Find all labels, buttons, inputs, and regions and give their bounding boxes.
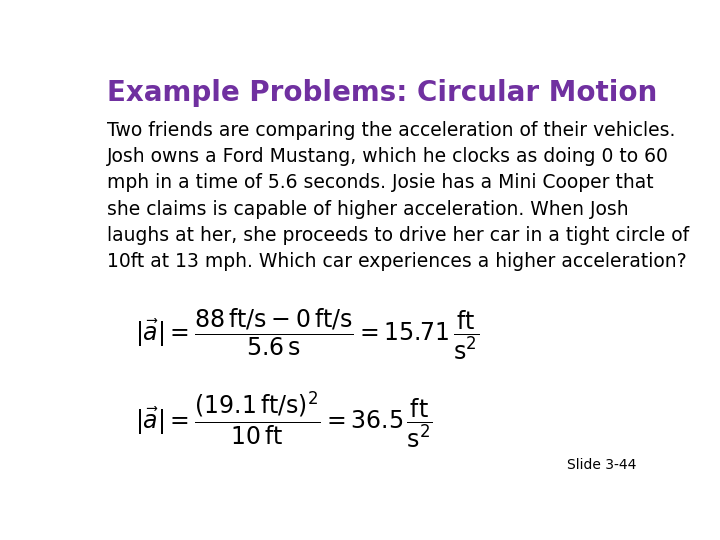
Text: Slide 3-44: Slide 3-44 (567, 458, 637, 472)
Text: $|\vec{a}| = \dfrac{(19.1\,\mathrm{ft/s})^2}{10\,\mathrm{ft}} = 36.5\,\dfrac{\ma: $|\vec{a}| = \dfrac{(19.1\,\mathrm{ft/s}… (135, 389, 433, 450)
Text: Example Problems: Circular Motion: Example Problems: Circular Motion (107, 79, 657, 107)
Text: Two friends are comparing the acceleration of their vehicles.
Josh owns a Ford M: Two friends are comparing the accelerati… (107, 121, 689, 271)
Text: $|\vec{a}| = \dfrac{88\,\mathrm{ft/s} - 0\,\mathrm{ft/s}}{5.6\,\mathrm{s}} = 15.: $|\vec{a}| = \dfrac{88\,\mathrm{ft/s} - … (135, 306, 479, 362)
